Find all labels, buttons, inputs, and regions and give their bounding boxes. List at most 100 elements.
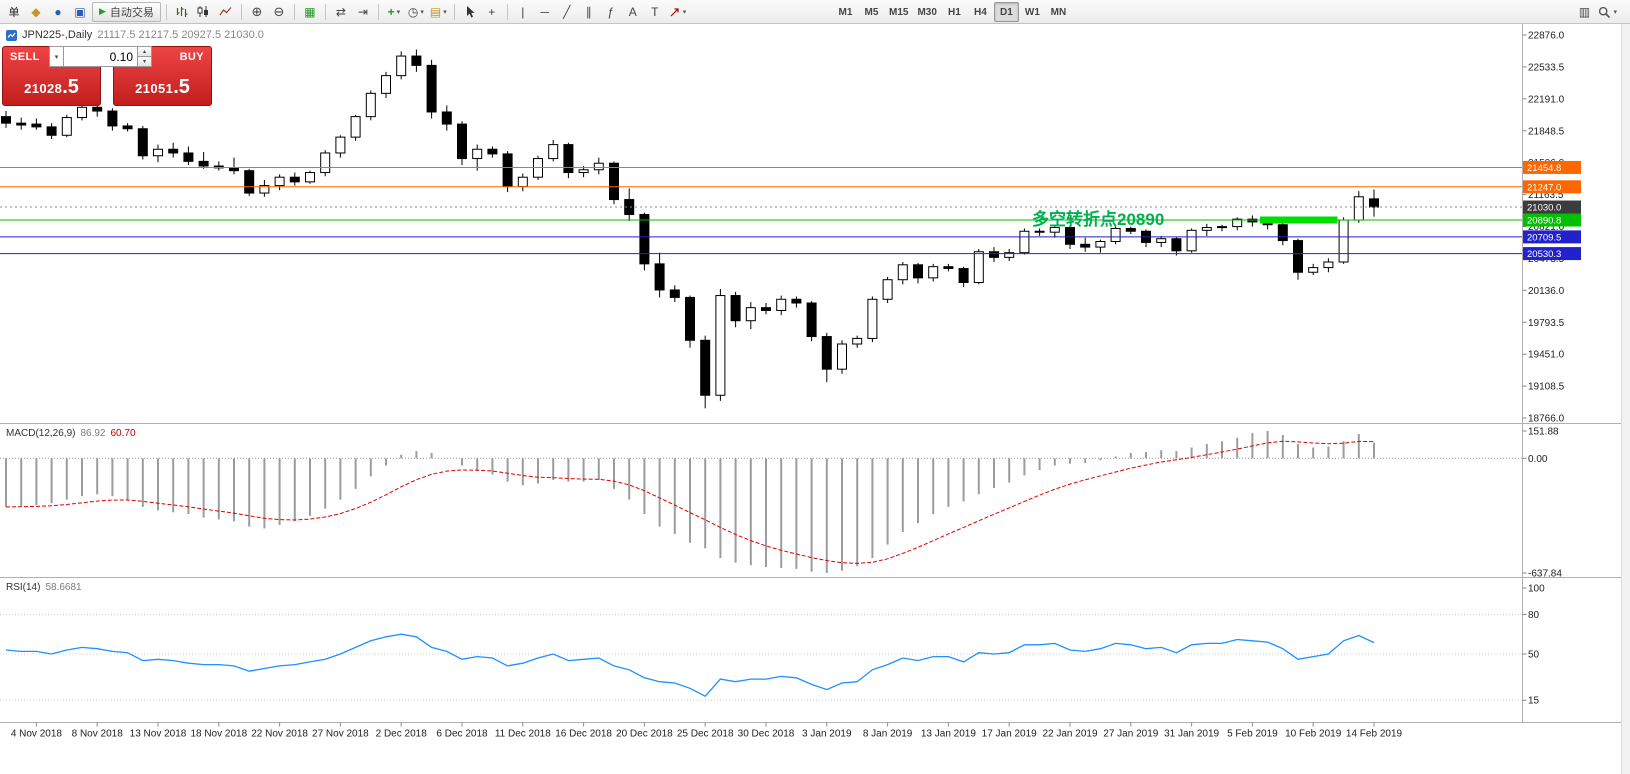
svg-text:4 Nov 2018: 4 Nov 2018 [11, 729, 63, 740]
rsi-line [5, 633, 1375, 698]
timeframe-d1[interactable]: D1 [993, 2, 1019, 22]
separator [240, 3, 242, 20]
market-watch-icon[interactable]: ● [54, 4, 62, 19]
lot-decrease-button[interactable]: ▾ [138, 57, 152, 67]
candle [1171, 238, 1182, 252]
candle [122, 125, 133, 130]
dropdown-icon: ▾ [396, 8, 401, 16]
candle [320, 152, 331, 174]
dropdown-icon: ▾ [682, 8, 687, 16]
horizontal-line-tool[interactable]: ─ [540, 4, 550, 19]
channel-tool[interactable]: ∥ [585, 4, 592, 19]
cursor-icon[interactable] [460, 2, 480, 22]
candlestick-chart-icon[interactable] [194, 2, 214, 22]
arrows-tool[interactable]: ▾ [667, 2, 689, 22]
lot-size-control: ▾ 0.10 ▴ ▾ [49, 46, 152, 67]
toolbar: 单 ◆ ● ▣ ▶ 自动交易 ⊕ ⊖ ▦ ⇄ ⇥ + ▾ ◷ ▾ ▤ ▾ + |… [0, 0, 1630, 24]
price-tag [1523, 213, 1581, 227]
crosshair-icon[interactable]: + [488, 4, 496, 19]
svg-text:20136.0: 20136.0 [1528, 286, 1565, 297]
chart-window-icon[interactable]: ▥ [1578, 5, 1591, 19]
candle [1049, 227, 1060, 233]
svg-text:6 Dec 2018: 6 Dec 2018 [436, 729, 488, 740]
candle [1247, 218, 1258, 223]
candle [168, 148, 179, 154]
candle [1004, 252, 1015, 258]
zoom-out-icon[interactable]: ⊖ [273, 3, 285, 19]
svg-text:21163.5: 21163.5 [1528, 190, 1564, 201]
timeframe-m30[interactable]: M30 [917, 6, 937, 18]
svg-text:20709.5: 20709.5 [1527, 232, 1561, 243]
search-button[interactable]: ▾ [1596, 2, 1619, 22]
candle [1156, 238, 1167, 243]
candle [1, 116, 11, 124]
svg-text:30 Dec 2018: 30 Dec 2018 [738, 729, 795, 740]
buy-label: BUY [179, 51, 204, 63]
svg-text:2 Dec 2018: 2 Dec 2018 [376, 729, 428, 740]
vertical-line-tool[interactable]: | [521, 4, 525, 19]
macd-indicator-label: MACD(12,26,9) 86.92 60.70 [6, 428, 136, 439]
separator [453, 3, 455, 20]
buy-button[interactable]: BUY 21051.5 [113, 46, 212, 106]
candle [1277, 224, 1288, 242]
label-tool[interactable]: T [651, 4, 659, 19]
fibonacci-tool[interactable]: ƒ [607, 4, 615, 19]
zoom-in-icon[interactable]: ⊕ [251, 3, 263, 19]
timeframe-mn[interactable]: MN [1050, 6, 1067, 18]
candle [441, 111, 452, 125]
lot-dropdown-button[interactable]: ▾ [49, 46, 64, 67]
timeframe-m5[interactable]: M5 [864, 6, 879, 18]
autotrading-button[interactable]: ▶ 自动交易 [92, 1, 161, 22]
candle [654, 263, 665, 291]
candle [137, 128, 148, 157]
add-indicator-button[interactable]: + ▾ [384, 2, 404, 22]
profiles-icon[interactable]: ◆ [31, 4, 41, 19]
svg-text:27 Jan 2019: 27 Jan 2019 [1103, 729, 1158, 740]
candle [335, 136, 346, 154]
lot-increase-button[interactable]: ▴ [138, 46, 152, 57]
dropdown-icon: ▾ [443, 8, 447, 16]
candle [1019, 230, 1030, 254]
auto-scroll-icon[interactable]: ⇄ [335, 4, 346, 19]
candle [289, 176, 300, 183]
timeframe-m15[interactable]: M15 [889, 6, 909, 18]
svg-text:20890.8: 20890.8 [1527, 215, 1561, 226]
pivot-highlight-bar[interactable] [1260, 216, 1338, 224]
tile-windows-icon[interactable]: ▦ [304, 4, 316, 19]
timeframe-w1[interactable]: W1 [1024, 6, 1040, 18]
clock-icon: ◷ [407, 4, 419, 19]
candle [1369, 198, 1379, 208]
price-tag [1523, 230, 1581, 244]
candle [153, 148, 163, 157]
terminal-icon[interactable]: ▣ [74, 4, 86, 19]
templates-button[interactable]: ▤ ▾ [428, 2, 449, 22]
svg-text:20530.3: 20530.3 [1527, 249, 1561, 260]
svg-text:22876.0: 22876.0 [1528, 31, 1565, 42]
candle [381, 75, 391, 94]
svg-text:80: 80 [1528, 610, 1540, 621]
svg-text:3 Jan 2019: 3 Jan 2019 [802, 729, 852, 740]
pivot-annotation-text[interactable]: 多空转折点20890 [1032, 210, 1165, 229]
text-tool[interactable]: A [628, 4, 637, 19]
candle [92, 106, 103, 112]
candle [61, 117, 72, 136]
svg-text:8 Nov 2018: 8 Nov 2018 [72, 729, 124, 740]
lot-size-input[interactable]: 0.10 [64, 46, 138, 67]
timeframe-h4[interactable]: H4 [974, 6, 987, 18]
bar-chart-icon[interactable] [172, 2, 192, 22]
timeframe-m1[interactable]: M1 [838, 6, 853, 18]
scrollbar[interactable] [1621, 24, 1630, 774]
trendline-tool[interactable]: ╱ [563, 4, 571, 19]
search-icon [1599, 6, 1611, 18]
candle [1065, 227, 1075, 245]
chart-shift-icon[interactable]: ⇥ [357, 4, 368, 19]
rsi-indicator-label: RSI(14) 58.6681 [6, 582, 82, 593]
line-chart-icon[interactable] [216, 2, 236, 22]
new-order-button[interactable]: 单 [8, 6, 20, 19]
periods-button[interactable]: ◷ ▾ [406, 2, 426, 22]
candle [624, 199, 635, 215]
candle [806, 302, 817, 338]
svg-text:21848.5: 21848.5 [1528, 126, 1565, 137]
timeframe-h1[interactable]: H1 [948, 6, 961, 18]
